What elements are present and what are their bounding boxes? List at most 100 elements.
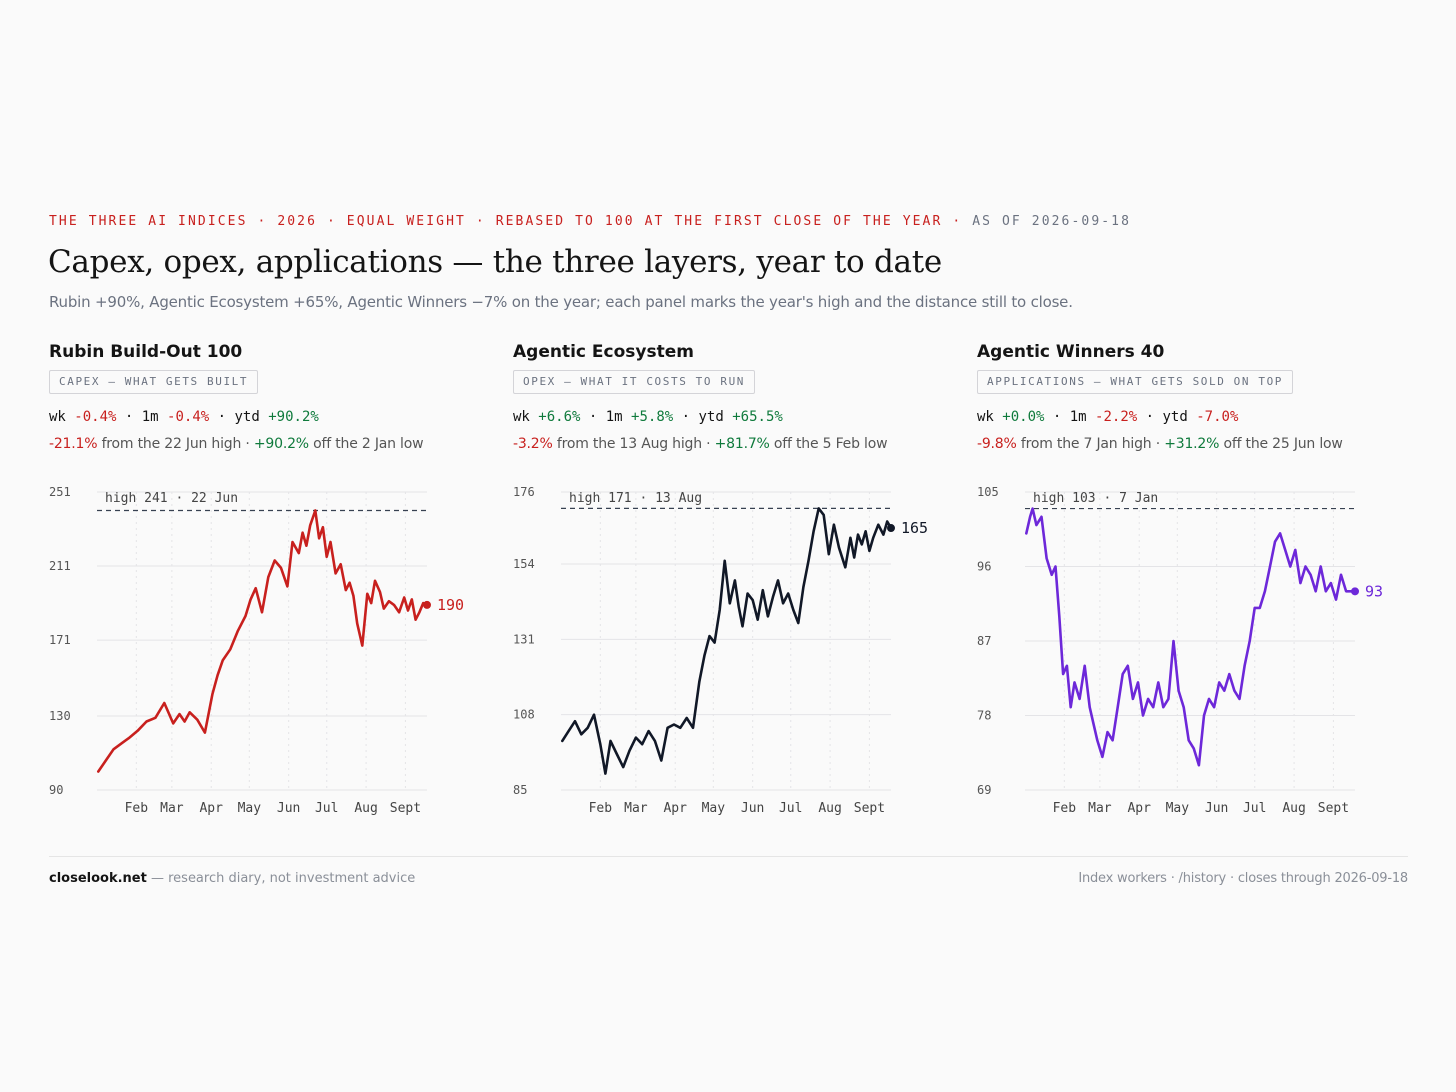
x-tick-label: May (1166, 801, 1190, 816)
m1-change: -2.2% (1095, 409, 1138, 425)
x-tick-label: Mar (624, 801, 648, 816)
last-value-dot (423, 600, 431, 609)
footer-brand-link[interactable]: closelook.net (49, 871, 147, 886)
m1-change: -0.4% (167, 409, 210, 425)
off-low-pct: +81.7% (714, 436, 770, 452)
m1-label: 1m (141, 409, 159, 425)
kicker-main: THE THREE AI INDICES · 2026 · EQUAL WEIG… (49, 214, 963, 229)
x-tick-label: Feb (125, 801, 149, 816)
off-low-pct: +90.2% (253, 436, 309, 452)
line-chart: 85 108 131 154 176 Feb Mar Apr May Jun Jul Aug Sept h… (513, 485, 928, 816)
x-tick-label: Jul (315, 801, 338, 816)
x-tick-label: Apr (1127, 801, 1151, 816)
last-value-label: 165 (901, 519, 928, 537)
panel-agentic-ecosystem: Agentic Ecosystem OPEX — WHAT IT COSTS T… (513, 340, 943, 830)
series-line (96, 509, 429, 773)
high-annotation: high 171 · 13 Aug (569, 491, 702, 506)
series-line (1024, 507, 1357, 767)
y-tick-label: 90 (49, 783, 63, 797)
y-tick-label: 251 (49, 485, 71, 499)
off-low-text: off the 25 Jun low (1219, 436, 1343, 452)
x-tick-label: Mar (160, 801, 184, 816)
wk-change: +0.0% (1002, 409, 1045, 425)
x-tick-label: Jul (779, 801, 802, 816)
ytd-label: ytd (1162, 409, 1188, 425)
y-tick-label: 131 (513, 632, 535, 646)
off-low-text: off the 2 Jan low (308, 436, 424, 452)
kicker-date: AS OF 2026-09-18 (972, 214, 1132, 229)
m1-change: +5.8% (631, 409, 674, 425)
panel-agentic-winners: Agentic Winners 40 APPLICATIONS — WHAT G… (977, 340, 1407, 830)
ytd-change: +90.2% (268, 409, 319, 425)
high-annotation: high 103 · 7 Jan (1033, 491, 1158, 506)
x-tick-label: Feb (589, 801, 613, 816)
x-tick-label: Aug (818, 801, 841, 816)
from-high-text: from the 22 Jun high · (97, 436, 254, 452)
from-high-text: from the 13 Aug high · (552, 436, 715, 452)
y-tick-label: 154 (513, 557, 535, 571)
layer-tag: APPLICATIONS — WHAT GETS SOLD ON TOP (977, 370, 1294, 394)
y-tick-label: 108 (513, 708, 535, 722)
page-subtitle: Rubin +90%, Agentic Ecosystem +65%, Agen… (49, 293, 1073, 311)
high-low-range: -3.2% from the 13 Aug high · +81.7% off … (513, 436, 888, 452)
ytd-change: -7.0% (1196, 409, 1239, 425)
x-tick-label: Jun (1205, 801, 1228, 816)
footer-left: closelook.net — research diary, not inve… (49, 871, 415, 886)
high-low-range: -9.8% from the 7 Jan high · +31.2% off t… (977, 436, 1343, 452)
panel-title: Agentic Winners 40 (977, 342, 1165, 362)
footer-disclaimer: — research diary, not investment advice (146, 871, 416, 886)
series-line (560, 507, 893, 775)
x-tick-label: Apr (199, 801, 223, 816)
period-stats: wk -0.4% · 1m -0.4% · ytd +90.2% (49, 409, 319, 425)
y-tick-label: 85 (513, 783, 527, 797)
kicker: THE THREE AI INDICES · 2026 · EQUAL WEIG… (49, 214, 1131, 229)
y-tick-label: 105 (977, 485, 999, 499)
wk-label: wk (49, 409, 66, 425)
footer-divider (49, 856, 1408, 857)
x-tick-label: Sept (1318, 801, 1349, 816)
layer-tag: OPEX — WHAT IT COSTS TO RUN (513, 370, 756, 394)
x-tick-label: Jun (741, 801, 764, 816)
off-low-pct: +31.2% (1164, 436, 1220, 452)
layer-tag: CAPEX — WHAT GETS BUILT (49, 370, 259, 394)
x-tick-label: Sept (854, 801, 885, 816)
panel-title: Rubin Build-Out 100 (49, 342, 243, 362)
y-tick-label: 87 (977, 634, 991, 648)
last-value-dot (1351, 587, 1359, 596)
x-tick-label: May (702, 801, 726, 816)
ytd-label: ytd (698, 409, 724, 425)
footer-source: Index workers · /history · closes throug… (1078, 871, 1408, 886)
high-low-range: -21.1% from the 22 Jun high · +90.2% off… (49, 436, 424, 452)
x-tick-label: May (238, 801, 262, 816)
ytd-change: +65.5% (732, 409, 783, 425)
from-high-pct: -9.8% (977, 436, 1017, 452)
x-tick-label: Feb (1053, 801, 1077, 816)
x-tick-label: Aug (354, 801, 377, 816)
wk-change: +6.6% (538, 409, 581, 425)
period-stats: wk +6.6% · 1m +5.8% · ytd +65.5% (513, 409, 783, 425)
y-tick-label: 130 (49, 709, 71, 723)
from-high-text: from the 7 Jan high · (1016, 436, 1165, 452)
line-chart: 69 78 87 96 105 Feb Mar Apr May Jun Jul Aug Sept high… (977, 485, 1383, 816)
y-tick-label: 211 (49, 559, 71, 573)
y-tick-label: 78 (977, 709, 991, 723)
y-tick-label: 96 (977, 560, 991, 574)
page-title: Capex, opex, applications — the three la… (48, 244, 942, 280)
x-tick-label: Apr (663, 801, 687, 816)
m1-label: 1m (605, 409, 623, 425)
x-tick-label: Mar (1088, 801, 1112, 816)
wk-label: wk (977, 409, 994, 425)
high-annotation: high 241 · 22 Jun (105, 491, 238, 506)
ytd-label: ytd (234, 409, 260, 425)
last-value-dot (887, 524, 895, 533)
x-tick-label: Sept (390, 801, 421, 816)
x-tick-label: Jun (277, 801, 300, 816)
y-tick-label: 171 (49, 633, 71, 647)
panel-title: Agentic Ecosystem (513, 342, 694, 362)
y-tick-label: 69 (977, 783, 991, 797)
panel-rubin: Rubin Build-Out 100 CAPEX — WHAT GETS BU… (49, 340, 479, 830)
x-tick-label: Aug (1282, 801, 1305, 816)
m1-label: 1m (1069, 409, 1087, 425)
last-value-label: 93 (1365, 582, 1383, 600)
last-value-label: 190 (437, 596, 464, 614)
